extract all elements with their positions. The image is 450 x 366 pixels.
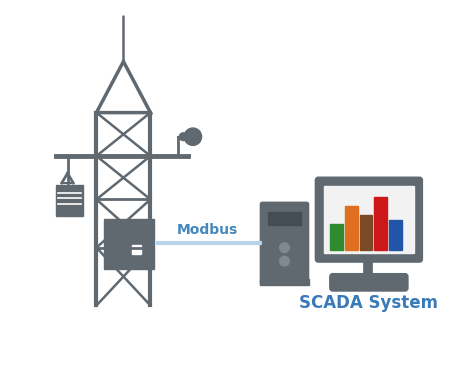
Text: Modbus: Modbus — [177, 223, 238, 237]
Circle shape — [280, 256, 289, 266]
Bar — [104, 219, 154, 269]
Bar — [330, 224, 343, 250]
Bar — [132, 245, 141, 254]
Bar — [360, 215, 373, 250]
Bar — [374, 197, 387, 250]
FancyBboxPatch shape — [330, 274, 408, 291]
Bar — [56, 185, 83, 216]
Circle shape — [184, 128, 202, 145]
FancyBboxPatch shape — [315, 177, 423, 262]
Bar — [389, 220, 402, 250]
Bar — [324, 186, 414, 253]
Bar — [345, 206, 358, 250]
Bar — [268, 212, 301, 225]
Circle shape — [280, 243, 289, 253]
Circle shape — [180, 133, 187, 141]
Text: SCADA System: SCADA System — [299, 294, 438, 312]
FancyBboxPatch shape — [261, 202, 309, 285]
Bar — [261, 280, 309, 285]
